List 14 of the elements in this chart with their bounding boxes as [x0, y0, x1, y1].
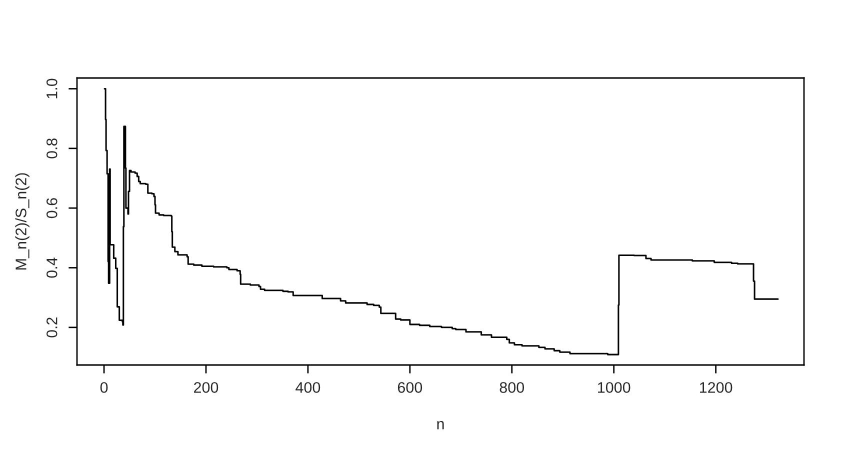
x-tick-label: 1000: [598, 382, 630, 393]
y-tick-label: 1.0: [46, 78, 58, 98]
y-tick-label: 0.2: [46, 318, 58, 338]
y-axis-title: M_n(2)/S_n(2): [15, 173, 30, 270]
y-tick-label: 0.8: [46, 138, 58, 158]
x-tick-label: 600: [398, 382, 422, 393]
y-tick-label: 0.4: [46, 258, 58, 278]
x-tick-label: 1200: [700, 382, 732, 393]
x-tick-label: 400: [296, 382, 320, 393]
x-tick-label: 0: [100, 382, 108, 393]
y-tick-label: 0.6: [46, 198, 58, 218]
x-tick-label: 200: [194, 382, 218, 393]
x-axis-title: n: [437, 420, 444, 430]
x-tick-label: 800: [500, 382, 524, 393]
